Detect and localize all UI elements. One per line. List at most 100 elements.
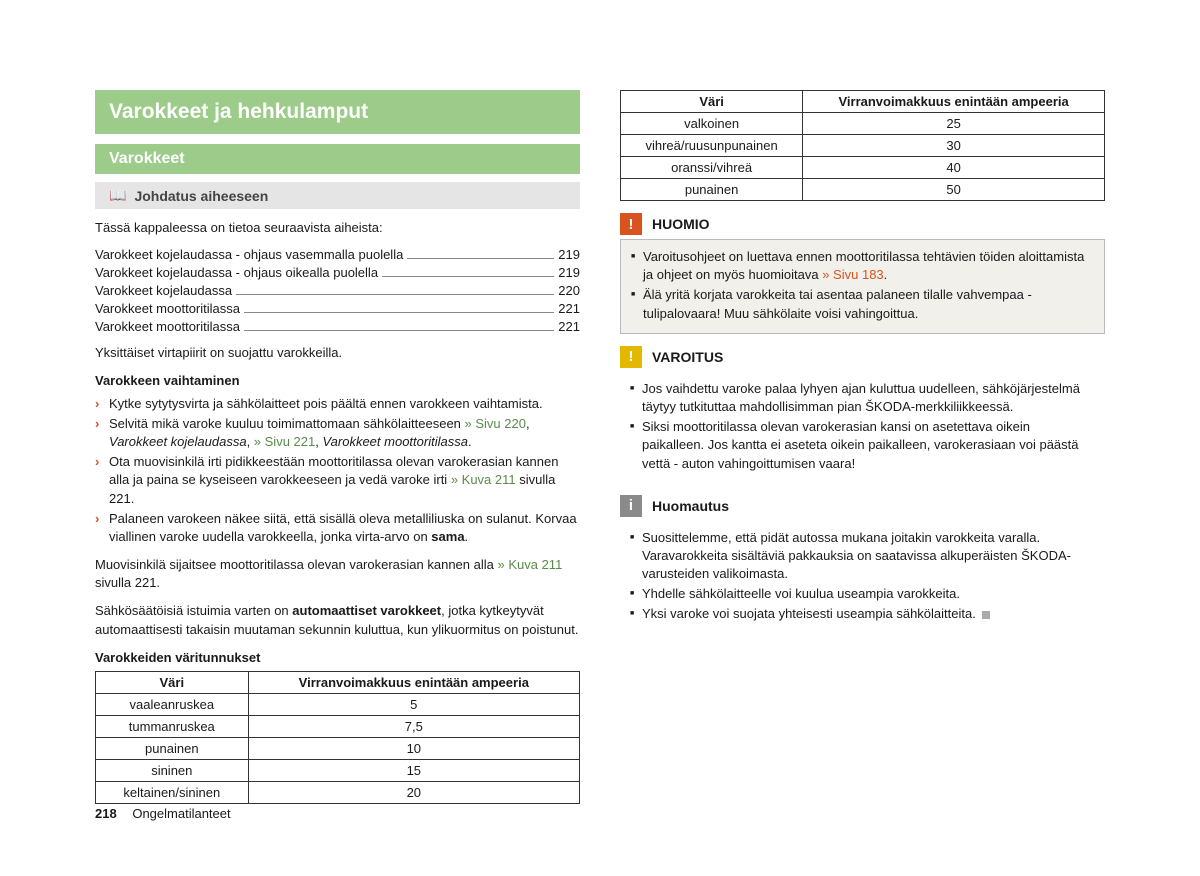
caution-icon: ! bbox=[620, 346, 642, 368]
text-bold: sama bbox=[431, 529, 464, 544]
page-number: 218 bbox=[95, 806, 117, 821]
figure-ref-link[interactable]: » Kuva 211 bbox=[497, 557, 562, 572]
callout-title: HUOMIO bbox=[652, 216, 710, 232]
text: Selvitä mikä varoke kuuluu toimimattomaa… bbox=[109, 416, 465, 431]
callout-body: Varoitusohjeet on luettava ennen moottor… bbox=[620, 239, 1105, 334]
callout-huomio: ! HUOMIO Varoitusohjeet on luettava enne… bbox=[620, 213, 1105, 334]
cell: tummanruskea bbox=[96, 716, 249, 738]
toc-leader bbox=[236, 294, 554, 295]
cell: vaaleanruskea bbox=[96, 694, 249, 716]
page-ref-link[interactable]: » Sivu 220 bbox=[465, 416, 526, 431]
callout-header: ! HUOMIO bbox=[620, 213, 1105, 235]
cell: 5 bbox=[248, 694, 579, 716]
callout-varoitus: ! VAROITUS Jos vaihdettu varoke palaa ly… bbox=[620, 346, 1105, 483]
table-row: tummanruskea7,5 bbox=[96, 716, 580, 738]
table-row: keltainen/sininen20 bbox=[96, 782, 580, 804]
text-italic: Varokkeet moottoritilassa bbox=[322, 434, 467, 449]
toc-label: Varokkeet kojelaudassa bbox=[95, 283, 232, 298]
table-row: oranssi/vihreä40 bbox=[621, 157, 1105, 179]
instruction-list: Kytke sytytysvirta ja sähkölaitteet pois… bbox=[95, 395, 580, 547]
table-row: valkoinen25 bbox=[621, 113, 1105, 135]
toc-label: Varokkeet kojelaudassa - ohjaus oikealla… bbox=[95, 265, 378, 280]
cell: 50 bbox=[803, 179, 1105, 201]
page-ref-link[interactable]: » Sivu 183 bbox=[822, 267, 883, 282]
list-item: Yhdelle sähkölaitteelle voi kuulua useam… bbox=[630, 585, 1095, 603]
toc-page: 219 bbox=[558, 265, 580, 280]
callout-huomautus: i Huomautus Suosittelemme, että pidät au… bbox=[620, 495, 1105, 634]
text-bold: automaattiset varokkeet bbox=[292, 603, 441, 618]
list-item: Suosittelemme, että pidät autossa mukana… bbox=[630, 529, 1095, 584]
paragraph: Yksittäiset virtapiirit on suojattu varo… bbox=[95, 344, 580, 362]
callout-title: VAROITUS bbox=[652, 349, 723, 365]
cell: 20 bbox=[248, 782, 579, 804]
cell: 15 bbox=[248, 760, 579, 782]
th-amp: Virranvoimakkuus enintään ampeeria bbox=[803, 91, 1105, 113]
subheading: Varokkeen vaihtaminen bbox=[95, 372, 580, 390]
toc-row: Varokkeet kojelaudassa 220 bbox=[95, 283, 580, 298]
list-item: Älä yritä korjata varokkeita tai asentaa… bbox=[631, 286, 1094, 322]
callout-body: Suosittelemme, että pidät autossa mukana… bbox=[620, 521, 1105, 634]
text: Sähkösäätöisiä istuimia varten on bbox=[95, 603, 292, 618]
info-icon: i bbox=[620, 495, 642, 517]
text: , bbox=[247, 434, 254, 449]
text: , bbox=[526, 416, 530, 431]
cell: vihreä/ruusunpunainen bbox=[621, 135, 803, 157]
list-item: Palaneen varokeen näkee siitä, että sisä… bbox=[95, 510, 580, 546]
cell: 30 bbox=[803, 135, 1105, 157]
toc: Varokkeet kojelaudassa - ohjaus vasemmal… bbox=[95, 247, 580, 334]
cell: 10 bbox=[248, 738, 579, 760]
fuse-color-table-1: Väri Virranvoimakkuus enintään ampeeria … bbox=[95, 671, 580, 804]
th-color: Väri bbox=[621, 91, 803, 113]
list-item: Siksi moottoritilassa olevan varokerasia… bbox=[630, 418, 1095, 473]
toc-page: 219 bbox=[558, 247, 580, 262]
cell: sininen bbox=[96, 760, 249, 782]
paragraph: Muovisinkilä sijaitsee moottoritilassa o… bbox=[95, 556, 580, 592]
toc-row: Varokkeet kojelaudassa - ohjaus vasemmal… bbox=[95, 247, 580, 262]
toc-label: Varokkeet kojelaudassa - ohjaus vasemmal… bbox=[95, 247, 403, 262]
cell: punainen bbox=[621, 179, 803, 201]
heading-1: Varokkeet ja hehkulamput bbox=[95, 90, 580, 134]
page-content: Varokkeet ja hehkulamput Varokkeet 📖 Joh… bbox=[95, 90, 1105, 816]
figure-ref-link[interactable]: » Kuva 211 bbox=[451, 472, 516, 487]
page-ref-link[interactable]: » Sivu 221 bbox=[254, 434, 315, 449]
list-item: Ota muovisinkilä irti pidikkeestään moot… bbox=[95, 453, 580, 508]
heading-2: Varokkeet bbox=[95, 144, 580, 174]
list-item: Jos vaihdettu varoke palaa lyhyen ajan k… bbox=[630, 380, 1095, 416]
table-title: Varokkeiden väritunnukset bbox=[95, 649, 580, 667]
text: . bbox=[468, 434, 472, 449]
cell: 7,5 bbox=[248, 716, 579, 738]
toc-label: Varokkeet moottoritilassa bbox=[95, 301, 240, 316]
th-amp: Virranvoimakkuus enintään ampeeria bbox=[248, 672, 579, 694]
toc-leader bbox=[244, 312, 554, 313]
intro-text: Tässä kappaleessa on tietoa seuraavista … bbox=[95, 219, 580, 237]
cell: oranssi/vihreä bbox=[621, 157, 803, 179]
text: Muovisinkilä sijaitsee moottoritilassa o… bbox=[95, 557, 497, 572]
callout-header: i Huomautus bbox=[620, 495, 1105, 517]
cell: punainen bbox=[96, 738, 249, 760]
section-end-icon bbox=[982, 611, 990, 619]
toc-page: 220 bbox=[558, 283, 580, 298]
callout-title: Huomautus bbox=[652, 498, 729, 514]
table-row: vaaleanruskea5 bbox=[96, 694, 580, 716]
page-footer: 218 Ongelmatilanteet bbox=[95, 806, 231, 821]
toc-page: 221 bbox=[558, 319, 580, 334]
fuse-color-table-2: Väri Virranvoimakkuus enintään ampeeria … bbox=[620, 90, 1105, 201]
list-item: Yksi varoke voi suojata yhteisesti useam… bbox=[630, 605, 1095, 623]
toc-page: 221 bbox=[558, 301, 580, 316]
right-column: Väri Virranvoimakkuus enintään ampeeria … bbox=[620, 90, 1105, 816]
callout-list: Suosittelemme, että pidät autossa mukana… bbox=[630, 529, 1095, 624]
cell: 25 bbox=[803, 113, 1105, 135]
list-item: Selvitä mikä varoke kuuluu toimimattomaa… bbox=[95, 415, 580, 451]
cell: keltainen/sininen bbox=[96, 782, 249, 804]
table-row: punainen10 bbox=[96, 738, 580, 760]
table-row: sininen15 bbox=[96, 760, 580, 782]
toc-row: Varokkeet moottoritilassa 221 bbox=[95, 319, 580, 334]
text-italic: Varokkeet kojelaudassa bbox=[109, 434, 247, 449]
table-row: vihreä/ruusunpunainen30 bbox=[621, 135, 1105, 157]
cell: valkoinen bbox=[621, 113, 803, 135]
callout-list: Varoitusohjeet on luettava ennen moottor… bbox=[631, 248, 1094, 323]
left-column: Varokkeet ja hehkulamput Varokkeet 📖 Joh… bbox=[95, 90, 580, 816]
toc-row: Varokkeet kojelaudassa - ohjaus oikealla… bbox=[95, 265, 580, 280]
cell: 40 bbox=[803, 157, 1105, 179]
toc-leader bbox=[382, 276, 554, 277]
